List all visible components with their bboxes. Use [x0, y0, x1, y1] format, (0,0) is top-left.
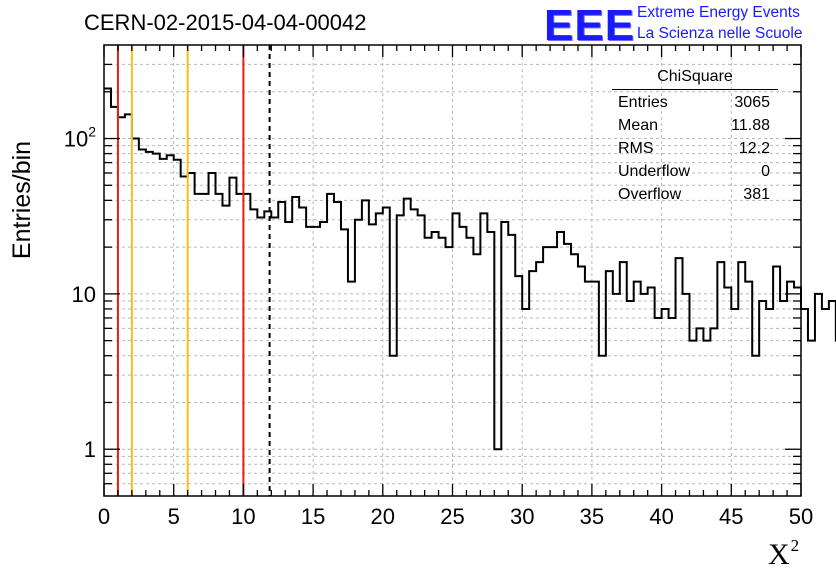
reference-lines [116, 45, 271, 496]
stats-label: Entries [618, 94, 668, 111]
chart-title: CERN-02-2015-04-04-00042 [84, 10, 367, 35]
stats-label: Underflow [618, 163, 691, 180]
grid [103, 45, 802, 496]
stats-value: 0 [761, 163, 770, 180]
histogram-series [104, 87, 836, 451]
x-tick-label: 35 [580, 504, 604, 529]
stats-row: Entries 3065 [618, 91, 770, 114]
stats-row: Mean 11.88 [618, 114, 770, 137]
stats-label: RMS [618, 140, 654, 157]
stats-value: 381 [743, 186, 770, 203]
y-axis-label: Entries/bin [8, 140, 36, 260]
x-tick-label: 30 [510, 504, 534, 529]
x-tick-label: 40 [649, 504, 673, 529]
stats-label: Mean [618, 117, 659, 134]
y-tick-label: 1 [84, 437, 96, 462]
x-tick-label: 25 [440, 504, 464, 529]
stats-row: RMS 12.2 [618, 137, 770, 160]
eee-logo: EEE [544, 1, 636, 50]
stats-divider [612, 89, 778, 90]
x-tick-label: 5 [168, 504, 180, 529]
y-tick-label: 102 [64, 124, 96, 152]
x-tick-label: 15 [301, 504, 325, 529]
plot-frame [103, 44, 802, 497]
x-tick-label: 0 [98, 504, 110, 529]
stats-row: Underflow 0 [618, 160, 770, 183]
x-tick-label: 10 [231, 504, 255, 529]
stats-value: 11.88 [731, 117, 770, 134]
x-tick-label: 45 [719, 504, 743, 529]
stats-row: Overflow 381 [618, 183, 770, 206]
stats-value: 12.2 [738, 140, 770, 157]
logo-line-1: Extreme Energy Events [637, 4, 800, 21]
x-tick-label: 20 [371, 504, 395, 529]
logo-line-2: La Scienza nelle Scuole [637, 25, 803, 42]
y-tick-label: 10 [72, 282, 96, 307]
stats-box: ChiSquare Entries 3065 Mean 11.88 RMS 12… [612, 64, 778, 203]
stats-value: 3065 [734, 94, 770, 111]
x-axis-label: X2 [768, 536, 800, 571]
stats-title: ChiSquare [657, 68, 733, 85]
stats-label: Overflow [618, 186, 682, 203]
histogram-outline [104, 87, 836, 451]
x-tick-label: 50 [789, 504, 813, 529]
